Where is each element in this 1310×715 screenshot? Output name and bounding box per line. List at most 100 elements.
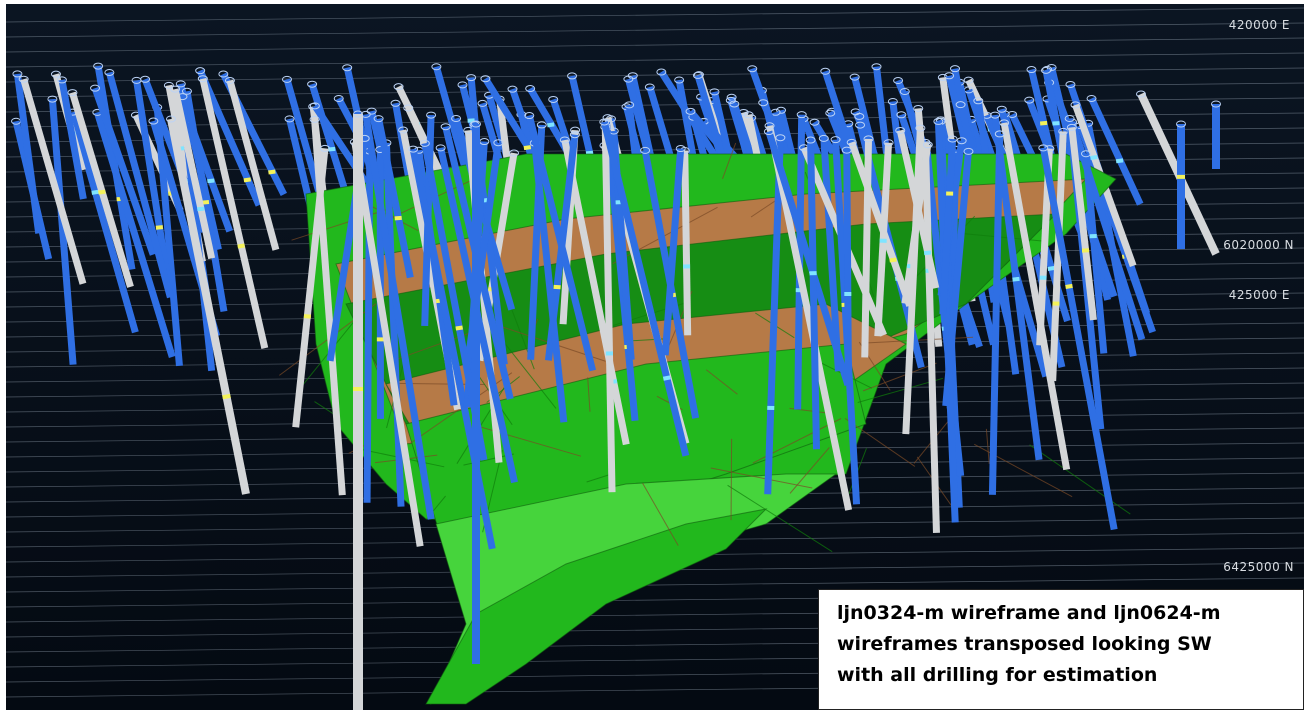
wireframe-edge — [789, 447, 830, 494]
drill-collar — [944, 72, 955, 80]
drillhole — [195, 67, 263, 207]
grid-line — [6, 7, 1304, 23]
drill-collar — [996, 105, 1007, 113]
drill-collar — [743, 111, 754, 119]
drill-collar — [818, 134, 829, 142]
drillhole — [181, 87, 228, 313]
northing-label-mid: 6020000 N — [1223, 238, 1294, 252]
drill-collar — [509, 149, 520, 157]
drill-collar — [342, 64, 353, 72]
drill-collar — [1024, 96, 1035, 104]
wireframe-edge — [705, 369, 738, 395]
drill-collar — [599, 118, 610, 126]
drill-trace — [1068, 127, 1097, 321]
drill-collar — [570, 126, 581, 134]
drillholes-front — [166, 90, 1221, 710]
drill-trace — [93, 111, 176, 358]
drill-trace — [362, 113, 435, 520]
assay-mark — [889, 257, 897, 263]
easting-label-top: 420000 E — [1228, 18, 1290, 32]
drill-trace — [820, 138, 842, 372]
drill-trace — [1082, 153, 1108, 354]
drill-collar — [493, 139, 504, 147]
drill-trace — [988, 133, 1004, 495]
wireframe-edge — [710, 467, 813, 489]
drill-collar — [915, 124, 926, 132]
drill-collar — [849, 73, 860, 81]
drill-collar — [950, 65, 961, 73]
drill-trace — [561, 139, 630, 446]
drill-trace — [363, 151, 374, 503]
drill-collar — [403, 104, 414, 112]
drillhole — [661, 145, 686, 356]
wireframe-edge — [642, 482, 679, 546]
drillhole — [47, 95, 77, 365]
drillhole — [104, 68, 174, 299]
assay-mark — [1065, 283, 1073, 290]
drill-trace — [199, 77, 269, 349]
wireframe-edge — [473, 424, 582, 457]
drill-collar — [307, 80, 318, 88]
drill-collar — [887, 97, 898, 105]
grid-line — [6, 22, 1304, 38]
drill-collar — [602, 114, 613, 122]
drill-trace — [1049, 131, 1067, 382]
drillhole — [1176, 120, 1186, 249]
drill-collar — [820, 67, 831, 75]
drill-collar — [435, 144, 446, 152]
drill-collar — [440, 123, 451, 131]
drillhole — [1086, 94, 1144, 206]
drill-collar — [353, 110, 363, 118]
drillhole — [1080, 150, 1108, 354]
drill-collar — [567, 72, 578, 80]
drillhole — [999, 119, 1071, 471]
drill-trace — [58, 79, 87, 200]
drill-collar — [854, 112, 865, 120]
drill-trace — [807, 139, 820, 450]
drill-trace — [1088, 97, 1144, 206]
drill-collar — [56, 76, 67, 84]
wireframe-edge — [857, 377, 943, 403]
wireframe-edge — [730, 438, 733, 521]
drill-collar — [963, 147, 974, 155]
assay-mark — [1047, 265, 1056, 271]
drillhole — [841, 146, 852, 380]
drill-collar — [195, 67, 206, 75]
drill-collar — [281, 75, 292, 83]
drill-collar — [457, 81, 468, 89]
drill-collar — [644, 83, 655, 91]
drill-collar — [197, 75, 208, 83]
drill-trace — [602, 121, 639, 422]
drill-trace — [91, 87, 157, 256]
drill-collar — [569, 131, 580, 139]
drill-collar — [559, 136, 570, 144]
drill-collar — [166, 115, 176, 123]
drill-collar — [830, 136, 841, 144]
drill-collar — [309, 102, 320, 110]
drill-trace — [20, 78, 87, 285]
drill-collar — [398, 126, 409, 134]
drill-trace — [765, 130, 852, 386]
drill-collar — [47, 95, 58, 103]
3d-viewport[interactable]: 420000 E 6020000 N 425000 E 6425000 N lj… — [6, 4, 1304, 710]
drill-collar — [805, 136, 816, 144]
drill-collar — [536, 121, 547, 129]
drillhole — [12, 70, 43, 234]
drill-collar — [18, 75, 29, 83]
drill-collar — [148, 117, 159, 125]
drill-collar — [947, 135, 958, 143]
drillhole — [599, 118, 690, 457]
drill-collar — [390, 99, 401, 107]
drill-trace — [764, 137, 784, 495]
drillhole — [656, 68, 722, 163]
drill-trace — [105, 71, 174, 299]
drill-collar — [999, 119, 1010, 127]
drill-trace — [600, 121, 690, 457]
drillhole — [56, 76, 87, 200]
drill-trace — [375, 117, 414, 279]
drill-collar — [1086, 94, 1097, 102]
drill-trace — [167, 118, 250, 495]
drill-collar — [809, 118, 820, 126]
assay-mark — [222, 393, 231, 400]
drill-collar — [284, 115, 295, 123]
